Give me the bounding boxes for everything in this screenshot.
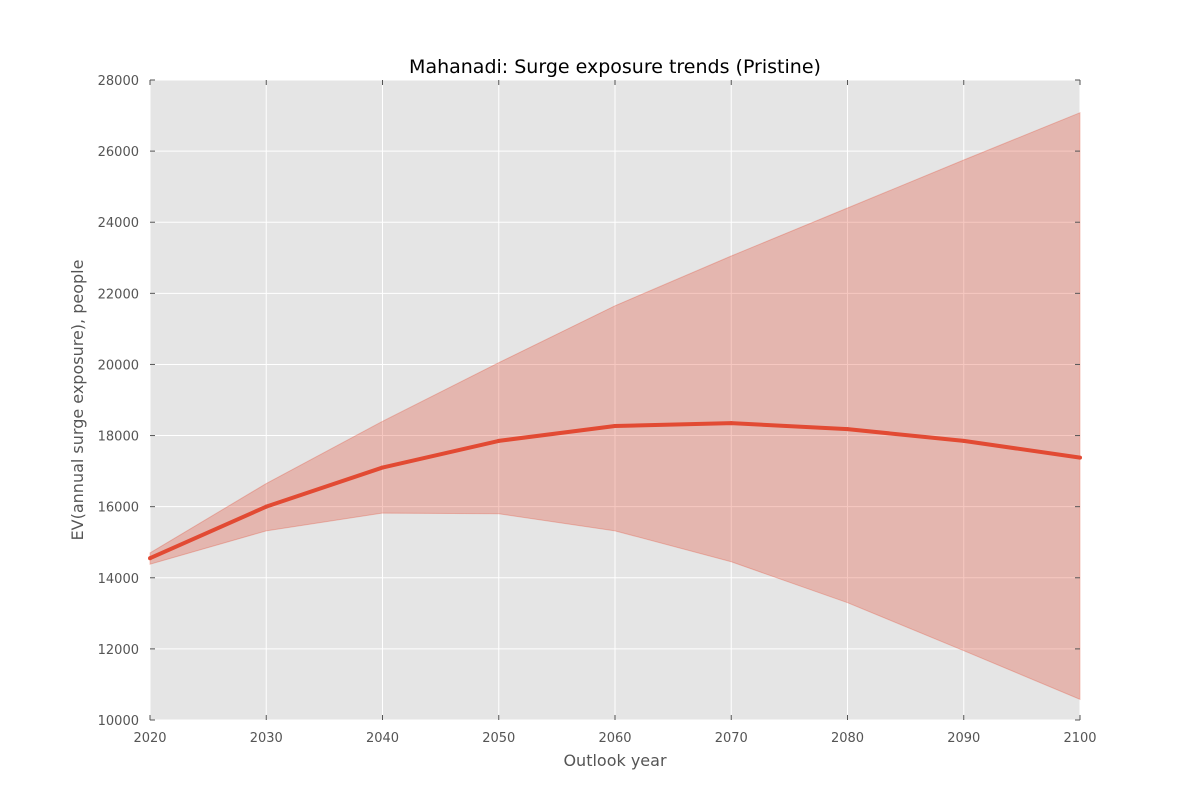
y-tick-label: 12000 [98, 643, 139, 658]
uncertainty-band [149, 111, 1081, 701]
y-axis-label: EV(annual surge exposure), people [68, 260, 87, 541]
y-tick-label: 24000 [98, 216, 139, 231]
y-tick-label: 10000 [98, 714, 139, 729]
x-tick-label: 2100 [1063, 731, 1096, 746]
data-point [1078, 455, 1082, 460]
y-tick-label: 22000 [98, 287, 139, 302]
y-tick-label: 18000 [98, 430, 139, 445]
data-point [961, 438, 966, 443]
x-tick-label: 2070 [715, 731, 748, 746]
data-point [264, 504, 269, 509]
y-tick-label: 20000 [98, 358, 139, 373]
x-tick-label: 2050 [482, 731, 515, 746]
data-point [729, 421, 734, 426]
data-point [148, 556, 152, 561]
series-line-layer [148, 421, 1082, 561]
data-point [845, 427, 850, 432]
x-tick-label: 2090 [947, 731, 980, 746]
y-tick-label: 26000 [98, 145, 139, 160]
x-tick-label: 2020 [133, 731, 166, 746]
y-tick-label: 14000 [98, 572, 139, 587]
data-point [496, 438, 501, 443]
confidence-band-layer [149, 111, 1081, 701]
x-axis-label: Outlook year [563, 751, 667, 770]
y-tick-label: 28000 [98, 74, 139, 89]
y-tick-label: 16000 [98, 501, 139, 516]
x-tick-label: 2080 [831, 731, 864, 746]
x-tick-label: 2060 [598, 731, 631, 746]
x-tick-label: 2030 [250, 731, 283, 746]
x-tick-label: 2040 [366, 731, 399, 746]
axis-ticks: 2020 2030 2040 2050 2060 2070 2080 2090 2100 1000… [98, 74, 1097, 746]
data-point [380, 465, 385, 470]
data-point [613, 423, 617, 428]
chart-title: Mahanadi: Surge exposure trends (Pristin… [409, 56, 821, 78]
